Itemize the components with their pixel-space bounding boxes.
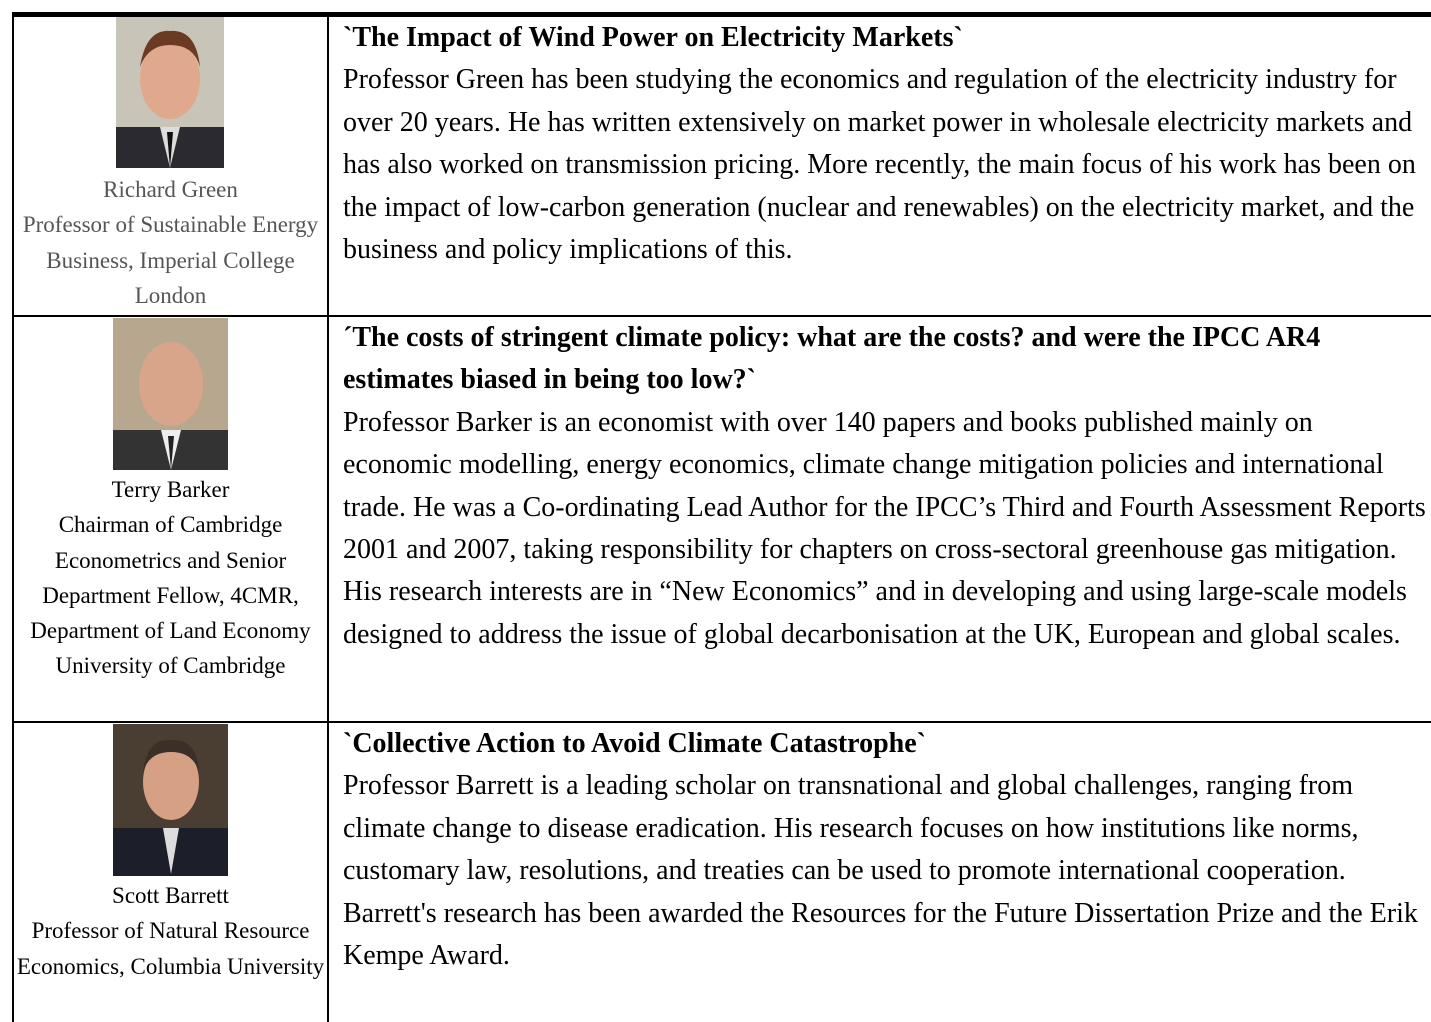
table-border: [327, 12, 329, 1022]
bio: Professor Barrett is a leading scholar o…: [343, 765, 1427, 977]
speaker-name: Richard Green: [14, 172, 327, 207]
talk: ´The costs of stringent climate policy: …: [343, 317, 1427, 656]
talk-title: `The Impact of Wind Power on Electricity…: [343, 17, 1427, 59]
talk-title: `Collective Action to Avoid Climate Cata…: [343, 723, 1427, 765]
photo: [113, 318, 228, 470]
photo: [116, 17, 224, 168]
speaker-info: Terry Barker Chairman of Cambridge Econo…: [14, 472, 327, 684]
bio: Professor Green has been studying the ec…: [343, 59, 1427, 271]
talk: `The Impact of Wind Power on Electricity…: [343, 17, 1427, 271]
page: Richard Green Professor of Sustainable E…: [0, 0, 1431, 1022]
talk-title: ´The costs of stringent climate policy: …: [343, 317, 1427, 402]
bio: Professor Barker is an economist with ov…: [343, 402, 1427, 656]
photo: [113, 724, 228, 876]
speaker-info: Richard Green Professor of Sustainable E…: [14, 172, 327, 313]
speaker-affiliation: Professor of Natural Resource Economics,…: [14, 913, 327, 984]
speaker-affiliation: Chairman of Cambridge Econometrics and S…: [14, 507, 327, 683]
talk: `Collective Action to Avoid Climate Cata…: [343, 723, 1427, 977]
speaker-affiliation: Professor of Sustainable Energy Business…: [14, 207, 327, 313]
speaker-name: Scott Barrett: [14, 878, 327, 913]
speaker-info: Scott Barrett Professor of Natural Resou…: [14, 878, 327, 984]
speaker-name: Terry Barker: [14, 472, 327, 507]
